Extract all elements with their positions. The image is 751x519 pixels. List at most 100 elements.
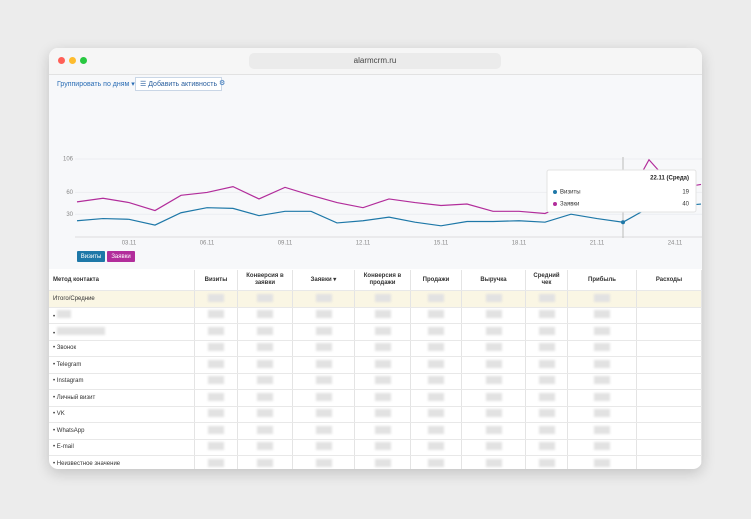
row-label: • Личный визит bbox=[49, 389, 195, 407]
row-label: • Неизвестное значение bbox=[49, 455, 195, 469]
blurred-value bbox=[315, 442, 332, 451]
blurred-value bbox=[315, 458, 332, 467]
tooltip-swatch bbox=[553, 190, 557, 194]
blurred-value bbox=[594, 392, 610, 401]
cell bbox=[410, 422, 462, 440]
legend-label: Заявки bbox=[111, 254, 130, 260]
blurred-value bbox=[315, 409, 332, 418]
blurred-value bbox=[428, 425, 444, 434]
blurred-value bbox=[315, 293, 332, 302]
tooltip-name: Визиты bbox=[560, 190, 581, 196]
minimize[interactable] bbox=[69, 57, 76, 64]
legend-button[interactable] bbox=[77, 251, 105, 262]
blurred-value bbox=[428, 409, 444, 418]
cell bbox=[237, 340, 293, 357]
cell bbox=[354, 439, 411, 456]
data-row: • Личный визит bbox=[49, 389, 702, 407]
cell bbox=[636, 290, 702, 308]
blurred-value bbox=[208, 376, 224, 385]
cell bbox=[567, 356, 637, 374]
close[interactable] bbox=[58, 57, 65, 64]
x-tick-label: 15.11 bbox=[434, 241, 449, 247]
row-label: • bbox=[49, 307, 195, 324]
column-header: Заявки ▾ bbox=[292, 270, 355, 291]
data-row: • Telegram bbox=[49, 356, 702, 374]
blurred-value bbox=[374, 326, 391, 335]
column-header: Конверсия в заявки bbox=[237, 270, 293, 291]
blurred-value bbox=[257, 425, 273, 434]
blurred-value bbox=[374, 409, 391, 418]
row-label-text: VK bbox=[56, 411, 65, 418]
cell bbox=[525, 290, 568, 308]
column-header-label: Выручка bbox=[480, 276, 507, 283]
tooltip: 22.11 (Среда) Визиты 19 Заявки 40 bbox=[546, 169, 697, 213]
blurred-value bbox=[485, 376, 502, 385]
column-header-label: Визиты bbox=[204, 276, 228, 283]
blurred-value bbox=[257, 442, 273, 451]
column-header-label: Конверсия в продажи bbox=[363, 273, 402, 286]
blurred-value bbox=[208, 310, 224, 319]
blurred-value bbox=[538, 326, 555, 335]
row-label: • E-mail bbox=[49, 439, 195, 456]
row-label: • Instagram bbox=[49, 373, 195, 390]
blurred-value bbox=[374, 310, 391, 319]
blurred-value bbox=[208, 326, 224, 335]
cell bbox=[237, 439, 293, 456]
blurred-value bbox=[208, 458, 224, 467]
cell bbox=[194, 373, 238, 390]
row-label-text: Telegram bbox=[56, 361, 82, 368]
cell bbox=[636, 439, 702, 456]
column-header: Продажи bbox=[410, 270, 462, 291]
address-bar[interactable]: alarmcrm.ru bbox=[249, 53, 501, 69]
cell bbox=[636, 422, 702, 440]
cell bbox=[410, 307, 462, 324]
tooltip-title: 22.11 (Среда) bbox=[650, 176, 689, 182]
cell bbox=[194, 389, 238, 407]
column-header: Выручка bbox=[461, 270, 526, 291]
legend-button[interactable] bbox=[107, 251, 135, 262]
cell bbox=[567, 373, 637, 390]
cell bbox=[237, 422, 293, 440]
cell bbox=[567, 307, 637, 324]
x-tick-label: 21.11 bbox=[590, 241, 605, 247]
zoom[interactable] bbox=[80, 57, 87, 64]
data-row: • bbox=[49, 323, 702, 341]
blurred-value bbox=[485, 343, 502, 352]
blurred-value bbox=[485, 392, 502, 401]
column-header: Расходы bbox=[636, 270, 702, 291]
cell bbox=[194, 356, 238, 374]
cell bbox=[461, 323, 526, 341]
cell bbox=[410, 455, 462, 469]
settings[interactable]: ⚙ bbox=[219, 80, 226, 87]
cell bbox=[410, 340, 462, 357]
row-label-text: Instagram bbox=[56, 378, 84, 385]
blurred-value bbox=[257, 376, 273, 385]
blurred-value bbox=[208, 442, 224, 451]
cell bbox=[410, 389, 462, 407]
cell bbox=[194, 307, 238, 324]
cell bbox=[354, 356, 411, 374]
x-tick-label: 12.11 bbox=[356, 241, 371, 247]
blurred-value bbox=[374, 392, 391, 401]
cell bbox=[636, 323, 702, 341]
group-by[interactable]: Группировать по дням ▾ bbox=[57, 81, 135, 88]
blurred-value bbox=[315, 376, 332, 385]
cell bbox=[525, 439, 568, 456]
cell bbox=[194, 455, 238, 469]
add-activity[interactable]: ☰ Добавить активность bbox=[135, 77, 223, 91]
data-row: • VK bbox=[49, 406, 702, 423]
blurred-value bbox=[428, 310, 444, 319]
row-label-text: Неизвестное значение bbox=[56, 460, 121, 467]
column-header: Визиты bbox=[194, 270, 238, 291]
column-header-label: Средний чек bbox=[533, 273, 560, 286]
cell bbox=[636, 356, 702, 374]
blurred-value bbox=[428, 458, 444, 467]
data-row: • bbox=[49, 307, 702, 324]
cell bbox=[461, 290, 526, 308]
cell bbox=[292, 406, 355, 423]
blurred-value bbox=[257, 392, 273, 401]
cell bbox=[410, 323, 462, 341]
column-header: Метод контакта bbox=[49, 270, 195, 291]
cell bbox=[461, 307, 526, 324]
